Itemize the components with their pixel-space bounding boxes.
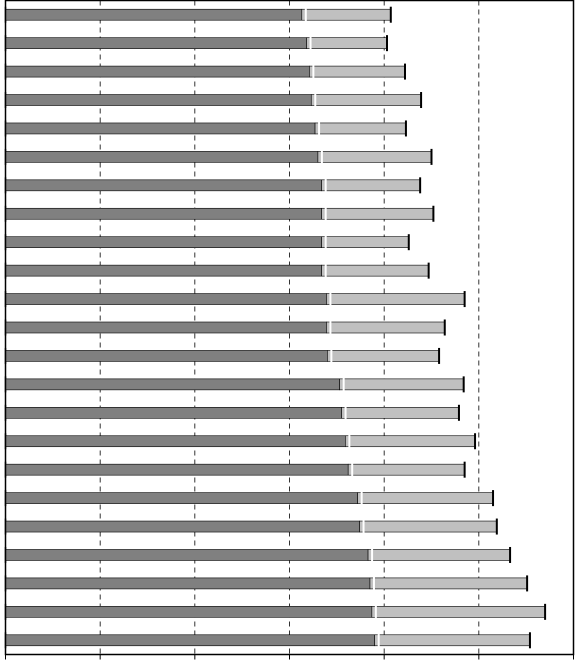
bar-series-2 (321, 264, 429, 277)
bar-series-1 (5, 577, 371, 590)
bar-series-1 (5, 321, 327, 334)
bar-series-2 (321, 207, 434, 220)
bar-series-2 (321, 179, 421, 192)
bar-series-1 (5, 378, 340, 391)
bars (4, 6, 547, 649)
bar-series-1 (5, 65, 310, 78)
bar-series-2 (357, 492, 494, 504)
bar-series-2 (309, 65, 406, 78)
bar-series-2 (367, 549, 511, 561)
bar-series-1 (5, 350, 328, 362)
bar-series-1 (5, 37, 307, 49)
bar-series-1 (5, 463, 349, 476)
bar-series-2 (345, 435, 476, 448)
bar-series-2 (347, 463, 465, 476)
bar-series-1 (5, 520, 360, 533)
bar-series-2 (321, 236, 410, 248)
bar-series-1 (5, 122, 316, 135)
bar-series-2 (306, 37, 388, 49)
bar-series-1 (5, 407, 342, 419)
bar-series-1 (5, 151, 319, 163)
bar-series-2 (327, 350, 440, 362)
bar-series-1 (5, 264, 322, 277)
bar-series-1 (5, 492, 358, 504)
bar-series-2 (301, 8, 392, 21)
bar-series-1 (5, 606, 373, 618)
bar-series-1 (5, 236, 322, 248)
bar-series-1 (5, 549, 369, 561)
bar-series-1 (5, 435, 346, 448)
bar-series-2 (371, 606, 546, 618)
bar-series-1 (5, 207, 322, 220)
bar-series-2 (339, 378, 464, 391)
bar-series-1 (5, 293, 327, 305)
bar-series-2 (374, 634, 531, 647)
bar-series-2 (326, 321, 446, 334)
bar-series-2 (326, 293, 465, 305)
bar-series-1 (5, 94, 312, 106)
bar-series-1 (5, 634, 376, 647)
bar-series-2 (310, 94, 422, 106)
bar-series-2 (314, 122, 407, 135)
bar-series-2 (341, 407, 460, 419)
x-axis-ticks (5, 654, 574, 660)
bar-series-2 (369, 577, 528, 590)
bar-series-1 (5, 179, 322, 192)
bar-series-2 (317, 151, 432, 163)
bar-series-1 (5, 8, 303, 21)
bar-series-2 (359, 520, 498, 533)
